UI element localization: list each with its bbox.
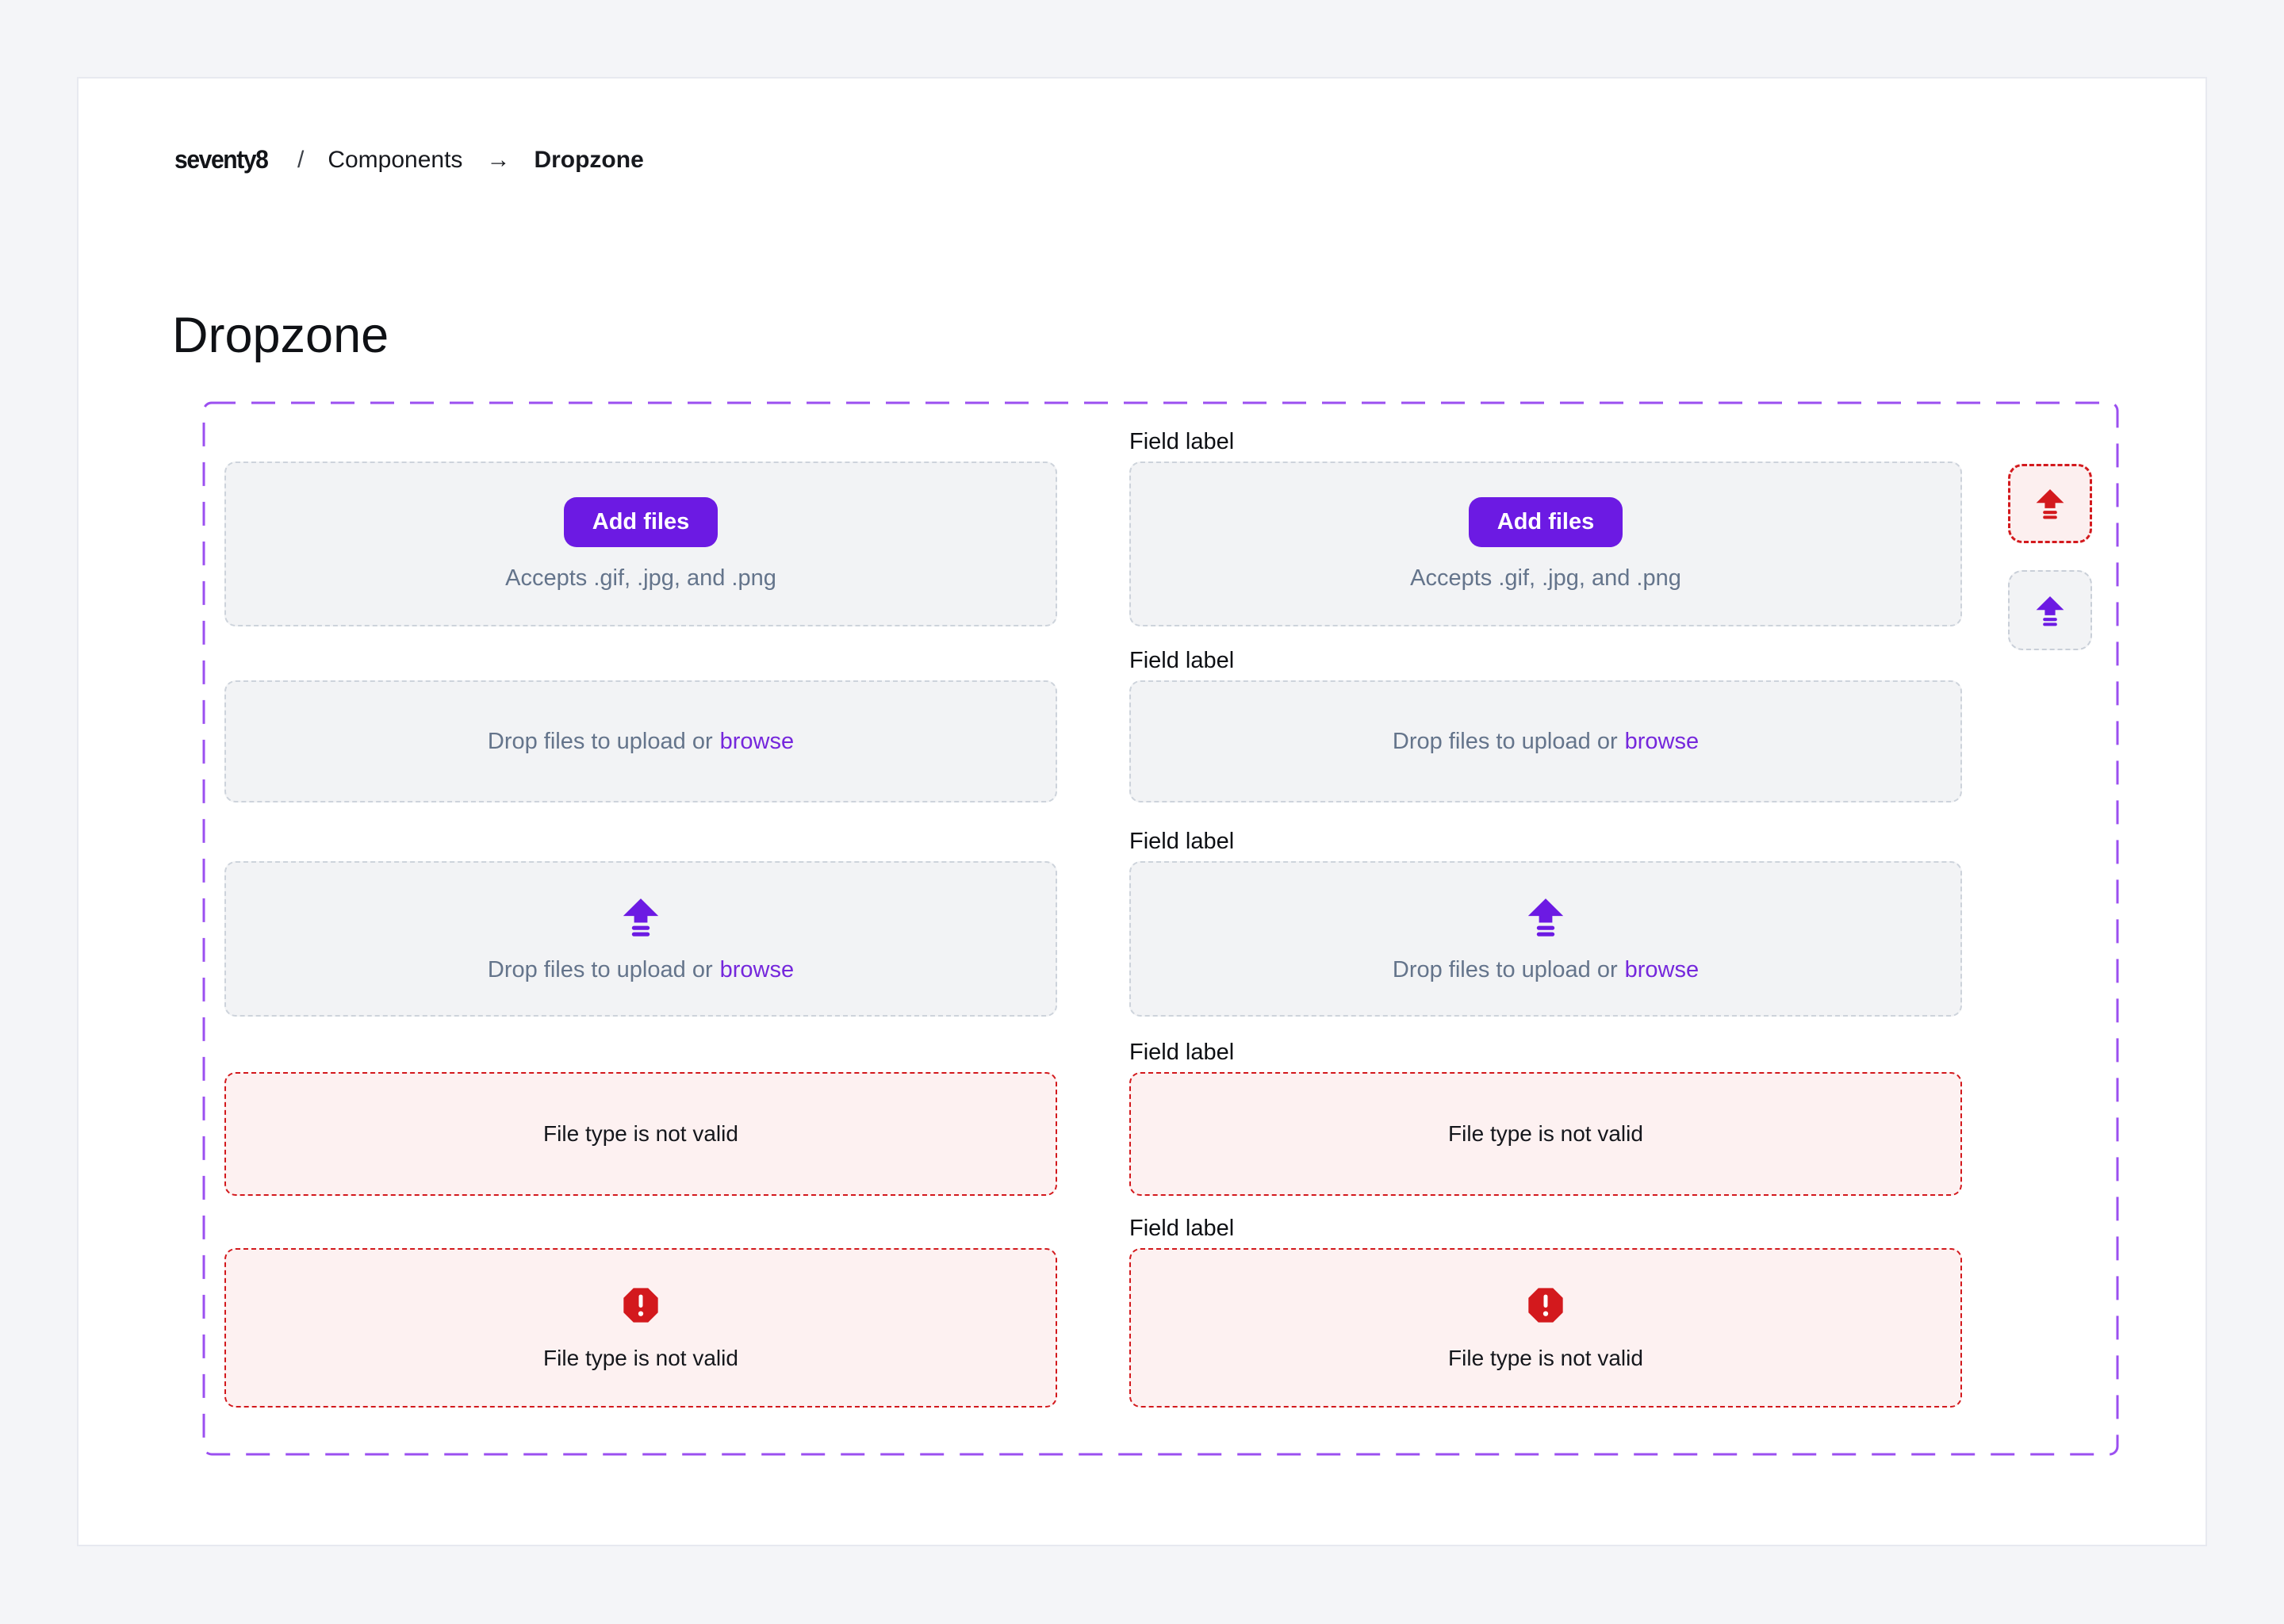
field-label: Field label [1129, 1040, 1235, 1065]
dropzone-compact-error[interactable] [2008, 464, 2092, 543]
drop-files-text: Drop files to upload or [1392, 957, 1618, 982]
upload-icon [2036, 489, 2064, 519]
breadcrumb: seventy8 / Components → Dropzone [174, 145, 644, 174]
arrow-right-icon: → [486, 146, 511, 173]
field-label: Field label [1129, 829, 1235, 854]
dropzone-browse-with-icon-labeled[interactable]: Drop files to upload or browse [1129, 861, 1962, 1017]
field-label: Field label [1129, 648, 1235, 673]
breadcrumb-item-components[interactable]: Components [328, 146, 463, 173]
dropzone-add-files-labeled[interactable]: Add files Accepts .gif, .jpg, and .png [1129, 462, 1962, 626]
browse-link[interactable]: browse [1624, 957, 1700, 982]
browse-link[interactable]: browse [719, 729, 795, 754]
error-message: File type is not valid [1448, 1345, 1643, 1370]
accepts-text: Accepts .gif, .jpg, and .png [1410, 565, 1681, 591]
error-message: File type is not valid [543, 1345, 738, 1370]
add-files-button[interactable]: Add files [563, 496, 719, 547]
component-showcase: Add files Accepts .gif, .jpg, and .png D… [202, 401, 2119, 1456]
page-title: Dropzone [172, 308, 389, 363]
field-label: Field label [1129, 1216, 1235, 1241]
dropzone-error-labeled[interactable]: File type is not valid [1129, 1072, 1962, 1196]
error-message: File type is not valid [1448, 1121, 1643, 1146]
dropzone-browse[interactable]: Drop files to upload or browse [224, 680, 1057, 802]
accepts-text: Accepts .gif, .jpg, and .png [505, 565, 776, 591]
brand-logo[interactable]: seventy8 [174, 145, 269, 174]
dropzone-error-with-icon-labeled[interactable]: File type is not valid [1129, 1248, 1962, 1408]
dropzone-browse-with-icon[interactable]: Drop files to upload or browse [224, 861, 1057, 1017]
drop-files-text: Drop files to upload or [487, 957, 713, 982]
add-files-button[interactable]: Add files [1468, 496, 1623, 547]
dropzone-compact[interactable] [2008, 570, 2092, 650]
upload-icon [1527, 898, 1564, 936]
browse-link[interactable]: browse [1624, 729, 1700, 754]
field-label: Field label [1129, 429, 1235, 454]
alert-octagon-icon [623, 1287, 658, 1323]
dropzone-error[interactable]: File type is not valid [224, 1072, 1057, 1196]
breadcrumb-item-dropzone: Dropzone [534, 146, 644, 173]
content-card: seventy8 / Components → Dropzone Dropzon… [77, 77, 2207, 1546]
dropzone-browse-labeled[interactable]: Drop files to upload or browse [1129, 680, 1962, 802]
alert-octagon-icon [1528, 1287, 1563, 1323]
browse-link[interactable]: browse [719, 957, 795, 982]
upload-icon [2036, 596, 2064, 626]
upload-icon [623, 898, 659, 936]
drop-files-text: Drop files to upload or [487, 729, 713, 754]
error-message: File type is not valid [543, 1121, 738, 1146]
breadcrumb-slash-separator: / [297, 146, 305, 173]
dropzone-error-with-icon[interactable]: File type is not valid [224, 1248, 1057, 1408]
drop-files-text: Drop files to upload or [1392, 729, 1618, 754]
dropzone-add-files[interactable]: Add files Accepts .gif, .jpg, and .png [224, 462, 1057, 626]
